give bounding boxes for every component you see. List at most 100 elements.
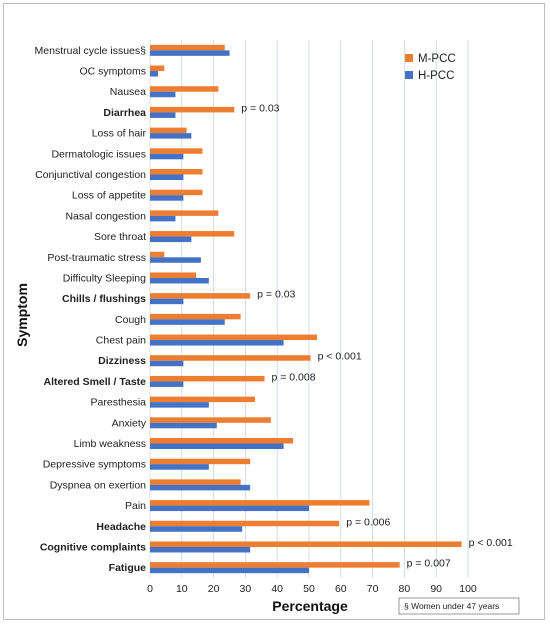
annotation-altered-smell-taste: p = 0.008 <box>271 371 315 383</box>
category-label-post-traumatic-stress: Post-traumatic stress <box>47 252 146 264</box>
bar-h-pcc-chest-pain <box>150 340 284 346</box>
bar-m-pcc-diarrhea <box>150 106 235 113</box>
bar-m-pcc-menstrual-cycle-issues <box>150 44 225 51</box>
category-label-altered-smell-taste: Altered Smell / Taste <box>43 376 146 388</box>
x-axis-title: Percentage <box>272 598 348 614</box>
category-label-conjunctival-congestion: Conjunctival congestion <box>35 169 146 181</box>
bar-h-pcc-loss-of-hair <box>150 133 192 139</box>
legend-label-h-pcc: H-PCC <box>418 70 454 82</box>
bars <box>150 44 462 574</box>
annotation-chills-flushings: p = 0.03 <box>257 289 295 301</box>
bar-h-pcc-altered-smell-taste <box>150 381 184 387</box>
bar-h-pcc-depressive-symptoms <box>150 464 209 470</box>
legend-label-m-pcc: M-PCC <box>418 53 456 65</box>
bar-m-pcc-headache <box>150 520 340 527</box>
bar-h-pcc-loss-of-appetite <box>150 195 184 201</box>
bar-m-pcc-conjunctival-congestion <box>150 169 203 175</box>
bar-h-pcc-nasal-congestion <box>150 215 176 222</box>
category-label-nasal-congestion: Nasal congestion <box>65 210 146 222</box>
bar-m-pcc-chills-flushings <box>150 293 251 299</box>
bar-m-pcc-paresthesia <box>150 396 255 403</box>
x-tick-20: 20 <box>208 583 220 595</box>
annotation-diarrhea: p = 0.03 <box>241 102 279 114</box>
x-tick-0: 0 <box>147 583 153 595</box>
bar-h-pcc-oc-symptoms <box>150 71 158 77</box>
legend: M-PCC H-PCC <box>405 53 456 82</box>
bar-m-pcc-loss-of-hair <box>150 127 187 134</box>
x-tick-60: 60 <box>335 583 347 595</box>
category-labels: Menstrual cycle issues§ OC symptoms Nausea… <box>35 45 147 574</box>
bar-m-pcc-cough <box>150 313 241 320</box>
bar-m-pcc-nasal-congestion <box>150 210 219 216</box>
bar-h-pcc-headache <box>150 526 243 532</box>
category-label-paresthesia: Paresthesia <box>91 397 147 409</box>
footnote: § Women under 47 years <box>404 601 499 611</box>
bar-m-pcc-difficulty-sleeping <box>150 272 197 278</box>
category-label-anxiety: Anxiety <box>112 417 147 429</box>
category-label-pain: Pain <box>125 500 146 512</box>
bar-h-pcc-anxiety <box>150 422 217 429</box>
category-label-chest-pain: Chest pain <box>96 335 146 347</box>
x-tick-80: 80 <box>399 583 411 595</box>
category-label-menstrual-cycle-issues: Menstrual cycle issues§ <box>35 45 147 57</box>
bar-m-pcc-fatigue <box>150 562 400 568</box>
y-axis-title: Symptom <box>14 283 30 347</box>
bar-m-pcc-pain <box>150 500 370 506</box>
bar-h-pcc-limb-weakness <box>150 443 284 449</box>
category-label-fatigue: Fatigue <box>109 562 146 574</box>
annotation-dizziness: p < 0.001 <box>318 351 362 363</box>
bar-h-pcc-pain <box>150 505 309 512</box>
category-label-nausea: Nausea <box>110 86 146 98</box>
bar-h-pcc-paresthesia <box>150 402 209 408</box>
bar-h-pcc-dizziness <box>150 360 184 367</box>
category-label-sore-throat: Sore throat <box>94 231 146 243</box>
bar-h-pcc-fatigue <box>150 567 309 574</box>
bar-m-pcc-altered-smell-taste <box>150 375 265 382</box>
x-tick-labels: 0 10 20 30 40 50 60 70 80 90 100 <box>147 583 477 595</box>
bar-m-pcc-loss-of-appetite <box>150 189 203 196</box>
bar-m-pcc-sore-throat <box>150 231 235 237</box>
bar-h-pcc-cough <box>150 319 225 325</box>
bar-h-pcc-diarrhea <box>150 112 176 118</box>
bar-h-pcc-chills-flushings <box>150 298 184 305</box>
category-label-loss-of-appetite: Loss of appetite <box>72 190 146 202</box>
bar-m-pcc-oc-symptoms <box>150 65 165 72</box>
chart-frame <box>3 3 545 620</box>
x-tick-50: 50 <box>303 583 315 595</box>
category-label-difficulty-sleeping: Difficulty Sleeping <box>63 272 146 284</box>
x-tick-70: 70 <box>367 583 379 595</box>
gridlines <box>149 40 469 578</box>
category-label-diarrhea: Diarrhea <box>103 107 146 119</box>
x-tick-30: 30 <box>240 583 252 595</box>
category-label-oc-symptoms: OC symptoms <box>79 66 146 78</box>
bar-h-pcc-nausea <box>150 91 176 98</box>
bar-h-pcc-cognitive-complaints <box>150 546 251 553</box>
annotation-headache: p = 0.006 <box>346 516 390 528</box>
x-tick-90: 90 <box>430 583 442 595</box>
category-label-dyspnea-on-exertion: Dyspnea on exertion <box>50 479 146 491</box>
bar-m-pcc-cognitive-complaints <box>150 541 462 547</box>
bar-h-pcc-sore-throat <box>150 236 192 243</box>
bar-h-pcc-menstrual-cycle-issues <box>150 50 230 56</box>
bar-m-pcc-chest-pain <box>150 334 317 341</box>
bar-h-pcc-post-traumatic-stress <box>150 257 201 263</box>
category-label-limb-weakness: Limb weakness <box>74 438 146 450</box>
category-label-dizziness: Dizziness <box>98 355 146 367</box>
category-label-depressive-symptoms: Depressive symptoms <box>43 459 146 471</box>
footnote-box: § Women under 47 years <box>398 597 520 615</box>
bar-m-pcc-anxiety <box>150 417 271 423</box>
category-label-chills-flushings: Chills / flushings <box>62 293 146 305</box>
footnote-border <box>398 597 520 615</box>
category-label-cough: Cough <box>115 314 146 326</box>
category-label-cognitive-complaints: Cognitive complaints <box>40 541 146 553</box>
bar-m-pcc-nausea <box>150 86 219 92</box>
legend-swatch-m-pcc <box>405 54 413 62</box>
bar-m-pcc-dyspnea-on-exertion <box>150 479 241 485</box>
bar-m-pcc-depressive-symptoms <box>150 458 251 465</box>
bar-m-pcc-limb-weakness <box>150 438 294 444</box>
bar-h-pcc-difficulty-sleeping <box>150 277 209 284</box>
x-tick-40: 40 <box>271 583 283 595</box>
annotation-cognitive-complaints: p < 0.001 <box>469 537 513 549</box>
